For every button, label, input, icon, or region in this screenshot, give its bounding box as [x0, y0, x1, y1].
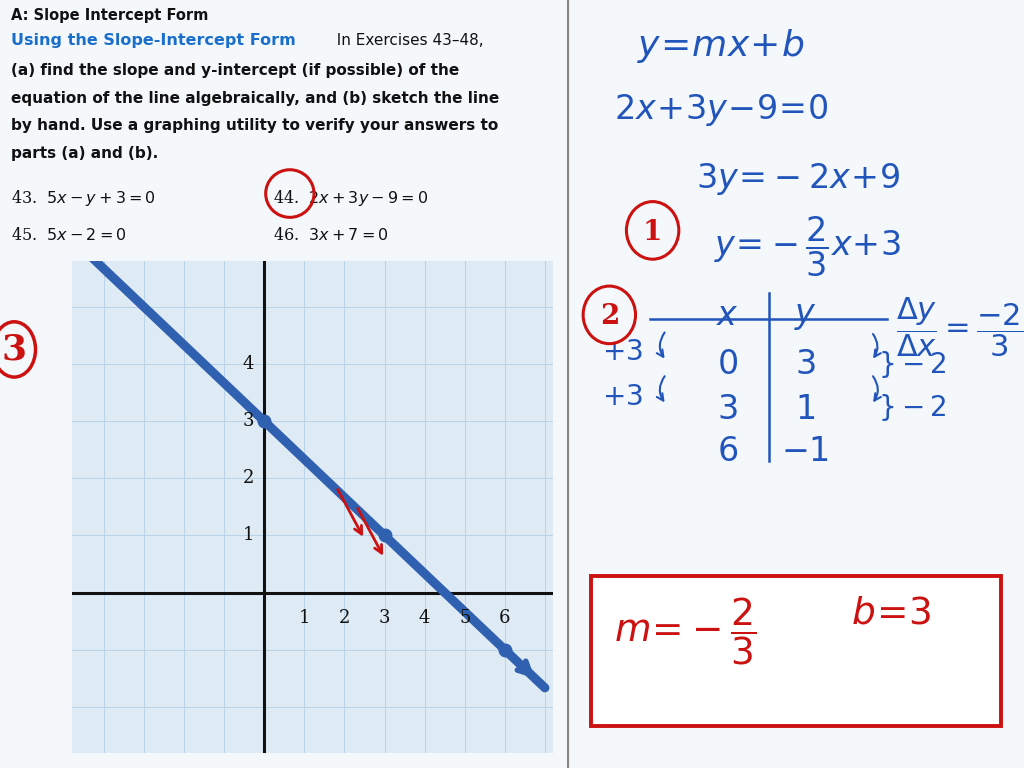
Text: In Exercises 43–48,: In Exercises 43–48,: [327, 33, 483, 48]
Text: 2: 2: [243, 469, 254, 488]
Text: $6$: $6$: [717, 436, 738, 468]
Text: $1$: $1$: [796, 394, 815, 426]
Text: by hand. Use a graphing utility to verify your answers to: by hand. Use a graphing utility to verif…: [11, 118, 499, 134]
Text: $b\!=\!3$: $b\!=\!3$: [851, 595, 931, 631]
Text: $+3$: $+3$: [602, 339, 643, 366]
Text: 45.  $5x - 2 = 0$: 45. $5x - 2 = 0$: [11, 227, 127, 244]
Text: A: Slope Intercept Form: A: Slope Intercept Form: [11, 8, 209, 23]
Text: $y\!=\!mx\!+\!b$: $y\!=\!mx\!+\!b$: [637, 27, 804, 65]
Text: 1: 1: [643, 219, 663, 246]
Text: 4: 4: [243, 355, 254, 373]
Text: 1: 1: [299, 608, 310, 627]
Text: 2: 2: [600, 303, 620, 330]
Text: 2: 2: [339, 608, 350, 627]
Text: $m\!=\!-\dfrac{2}{3}$: $m\!=\!-\dfrac{2}{3}$: [614, 595, 756, 667]
Text: $2x\!+\!3y\!-\!9\!=\!0$: $2x\!+\!3y\!-\!9\!=\!0$: [614, 92, 828, 128]
Text: $3y\!=\!-2x\!+\!9$: $3y\!=\!-2x\!+\!9$: [696, 161, 900, 197]
Text: 3: 3: [2, 333, 27, 366]
Text: 5: 5: [459, 608, 470, 627]
Text: $-1$: $-1$: [781, 436, 829, 468]
Text: 46.  $3x + 7 = 0$: 46. $3x + 7 = 0$: [272, 227, 388, 244]
Text: 1: 1: [243, 526, 254, 545]
Text: equation of the line algebraically, and (b) sketch the line: equation of the line algebraically, and …: [11, 91, 500, 106]
Text: $+3$: $+3$: [602, 384, 643, 411]
FancyBboxPatch shape: [591, 576, 1001, 726]
Text: $y\!=\!-\dfrac{2}{3}x\!+\!3$: $y\!=\!-\dfrac{2}{3}x\!+\!3$: [714, 215, 902, 280]
Text: 43.  $5x - y + 3 = 0$: 43. $5x - y + 3 = 0$: [11, 188, 157, 208]
Text: 44.  $2x + 3y - 9 = 0$: 44. $2x + 3y - 9 = 0$: [272, 188, 428, 208]
Text: 6: 6: [499, 608, 511, 627]
Text: 3: 3: [243, 412, 254, 430]
Text: $x$: $x$: [717, 300, 739, 332]
Text: (a) find the slope and y-intercept (if possible) of the: (a) find the slope and y-intercept (if p…: [11, 63, 460, 78]
Text: Using the Slope-Intercept Form: Using the Slope-Intercept Form: [11, 33, 296, 48]
Text: $3$: $3$: [718, 394, 738, 426]
Text: 4: 4: [419, 608, 430, 627]
Text: 3: 3: [379, 608, 390, 627]
Text: parts (a) and (b).: parts (a) and (b).: [11, 146, 159, 161]
Text: $\}-2$: $\}-2$: [879, 392, 947, 422]
Text: $y$: $y$: [794, 300, 817, 332]
Text: $3$: $3$: [795, 349, 815, 382]
Text: $0$: $0$: [717, 349, 738, 382]
Text: $\}-2$: $\}-2$: [879, 349, 947, 380]
Text: $\dfrac{\Delta y}{\Delta x}=\dfrac{-2}{3}$: $\dfrac{\Delta y}{\Delta x}=\dfrac{-2}{3…: [896, 296, 1024, 359]
